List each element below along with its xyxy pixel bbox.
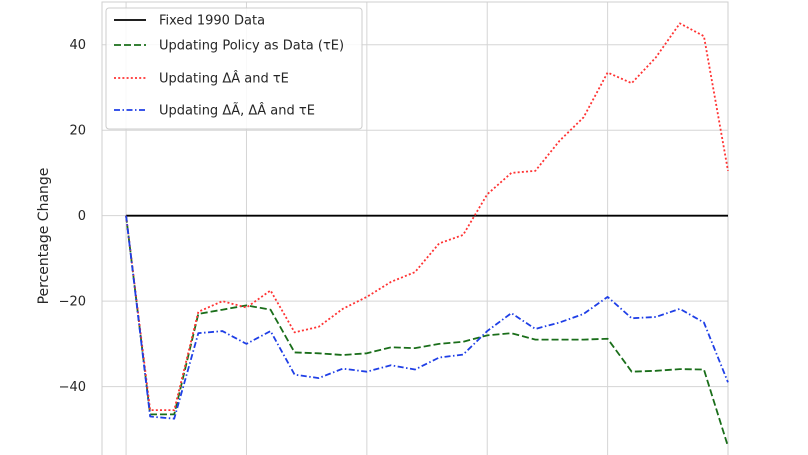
y-tick-label: 40 [69, 38, 86, 53]
y-tick-labels: −40 −20 0 20 40 [59, 38, 86, 395]
series-line-3 [125, 22, 729, 412]
legend-label-3: Updating ΔÂ and τE [159, 71, 289, 87]
y-axis-label: Percentage Change [36, 168, 52, 305]
series-line-4 [125, 215, 729, 420]
y-tick-label: 20 [69, 124, 86, 139]
plot-frame [101, 1, 729, 455]
y-tick-label: −20 [59, 295, 86, 310]
legend-label-4: Updating ΔÃ, ΔÂ and τE [159, 103, 315, 119]
legend-label-1: Fixed 1990 Data [159, 14, 265, 29]
legend: Fixed 1990 Data Updating Policy as Data (… [105, 7, 363, 130]
series-line-2 [125, 215, 729, 447]
y-tick-label: −40 [59, 380, 86, 395]
plot-border [101, 1, 729, 455]
y-tick-label: 0 [78, 209, 86, 224]
legend-box [105, 7, 363, 130]
series-lines [125, 22, 729, 447]
legend-label-2: Updating Policy as Data (τE) [159, 39, 344, 54]
